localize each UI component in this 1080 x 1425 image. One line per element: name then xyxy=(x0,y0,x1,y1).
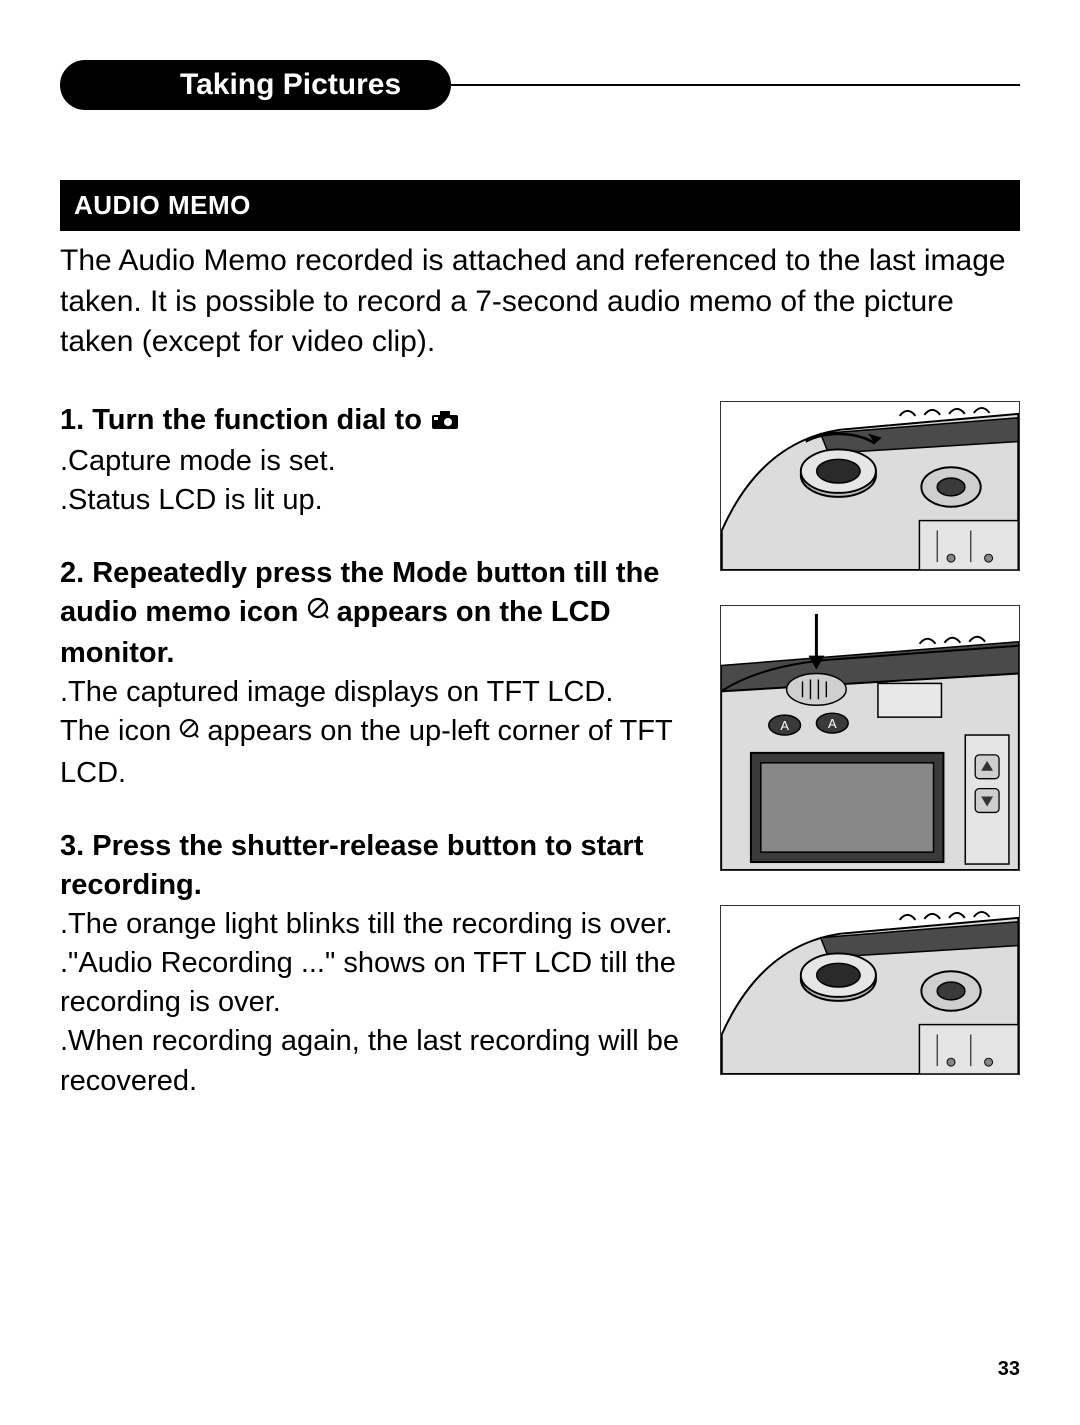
step-2-heading: 2. Repeatedly press the Mode button till… xyxy=(60,554,692,673)
step-2-body-b: The icon appears on the up-left corner o… xyxy=(60,712,692,792)
svg-text:A: A xyxy=(828,716,837,731)
step-1-body-a: .Capture mode is set. xyxy=(60,442,692,481)
step-3-body-a: .The orange light blinks till the record… xyxy=(60,905,692,944)
camera-icon xyxy=(430,403,460,442)
page-number: 33 xyxy=(998,1358,1020,1381)
illustration-dial xyxy=(720,401,1020,571)
chapter-header: Taking Pictures xyxy=(60,60,1020,110)
steps-column: 1. Turn the function dial to .Capture mo… xyxy=(60,401,692,1101)
step-1: 1. Turn the function dial to .Capture mo… xyxy=(60,401,692,520)
step-3: 3. Press the shutter-release button to s… xyxy=(60,827,692,1101)
header-rule xyxy=(431,84,1020,86)
illustration-mode-button: A A xyxy=(720,605,1020,871)
step-2-body-a: .The captured image displays on TFT LCD. xyxy=(60,673,692,712)
svg-text:A: A xyxy=(780,718,789,733)
illustrations-column: A A xyxy=(720,401,1020,1101)
step-1-heading: 1. Turn the function dial to xyxy=(60,401,692,442)
step-3-heading: 3. Press the shutter-release button to s… xyxy=(60,827,692,905)
microphone-icon xyxy=(307,595,329,634)
step-3-body-b: ."Audio Recording ..." shows on TFT LCD … xyxy=(60,944,692,1022)
illustration-shutter xyxy=(720,905,1020,1075)
section-title-bar: AUDIO MEMO xyxy=(60,180,1020,231)
microphone-icon xyxy=(179,714,199,753)
step-2-body-b-pre: The icon xyxy=(60,715,179,747)
step-1-body-b: .Status LCD is lit up. xyxy=(60,481,692,520)
manual-page: Taking Pictures AUDIO MEMO The Audio Mem… xyxy=(0,0,1080,1425)
chapter-title-pill: Taking Pictures xyxy=(60,60,451,110)
step-2: 2. Repeatedly press the Mode button till… xyxy=(60,554,692,793)
step-1-head-text: 1. Turn the function dial to xyxy=(60,404,430,436)
content-columns: 1. Turn the function dial to .Capture mo… xyxy=(60,401,1020,1101)
step-3-body-c: .When recording again, the last recordin… xyxy=(60,1022,692,1100)
intro-paragraph: The Audio Memo recorded is attached and … xyxy=(60,241,1020,363)
